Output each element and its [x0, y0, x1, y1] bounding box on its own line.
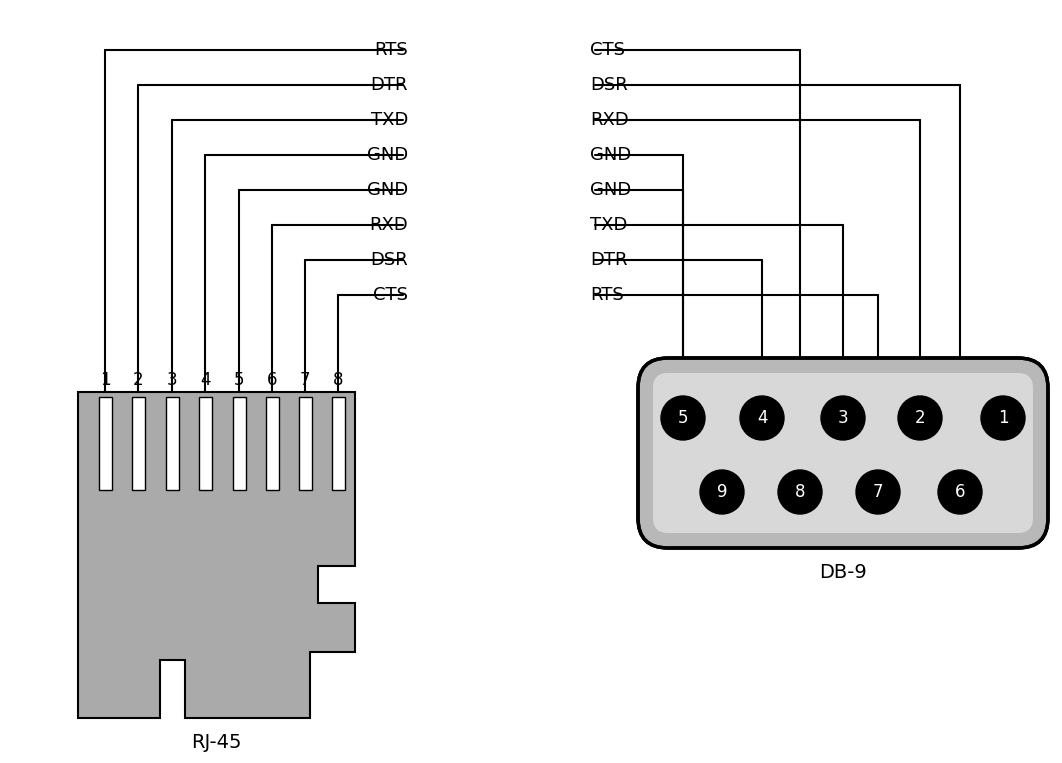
Text: 6: 6 [267, 371, 277, 389]
Text: RXD: RXD [370, 216, 408, 234]
Text: 4: 4 [757, 409, 767, 427]
Circle shape [898, 396, 942, 440]
FancyBboxPatch shape [638, 358, 1048, 548]
Text: GND: GND [366, 146, 408, 164]
Bar [298, 397, 311, 490]
Text: 5: 5 [678, 409, 688, 427]
Text: 2: 2 [914, 409, 925, 427]
Text: TXD: TXD [371, 111, 408, 129]
Text: RTS: RTS [590, 286, 623, 304]
Text: DTR: DTR [590, 251, 628, 269]
Bar [99, 397, 112, 490]
Text: 1: 1 [100, 371, 110, 389]
Text: 9: 9 [717, 483, 727, 501]
Bar [266, 397, 278, 490]
FancyBboxPatch shape [653, 373, 1033, 533]
Text: 5: 5 [234, 371, 244, 389]
Text: TXD: TXD [590, 216, 628, 234]
Text: CTS: CTS [373, 286, 408, 304]
Bar [132, 397, 144, 490]
Text: GND: GND [590, 181, 631, 199]
Text: GND: GND [590, 146, 631, 164]
Text: 3: 3 [167, 371, 177, 389]
Text: 2: 2 [133, 371, 143, 389]
Text: 8: 8 [332, 371, 343, 389]
Text: RJ-45: RJ-45 [191, 732, 242, 752]
Circle shape [821, 396, 866, 440]
Text: GND: GND [366, 181, 408, 199]
Text: DB-9: DB-9 [819, 562, 867, 581]
Text: 3: 3 [838, 409, 849, 427]
Circle shape [938, 470, 982, 514]
Text: DSR: DSR [371, 251, 408, 269]
Text: DSR: DSR [590, 76, 628, 94]
Text: 1: 1 [997, 409, 1008, 427]
Circle shape [981, 396, 1025, 440]
Bar [166, 397, 178, 490]
Circle shape [740, 396, 784, 440]
Text: RTS: RTS [374, 41, 408, 59]
Text: 7: 7 [873, 483, 884, 501]
Circle shape [661, 396, 705, 440]
Circle shape [778, 470, 822, 514]
Text: 8: 8 [794, 483, 805, 501]
Text: 7: 7 [299, 371, 310, 389]
Text: 4: 4 [200, 371, 210, 389]
Bar [233, 397, 245, 490]
Polygon shape [78, 392, 355, 718]
Text: CTS: CTS [590, 41, 626, 59]
Text: 6: 6 [955, 483, 965, 501]
Bar [331, 397, 344, 490]
Text: DTR: DTR [371, 76, 408, 94]
Text: RXD: RXD [590, 111, 629, 129]
Bar [199, 397, 211, 490]
Circle shape [856, 470, 900, 514]
Circle shape [700, 470, 744, 514]
